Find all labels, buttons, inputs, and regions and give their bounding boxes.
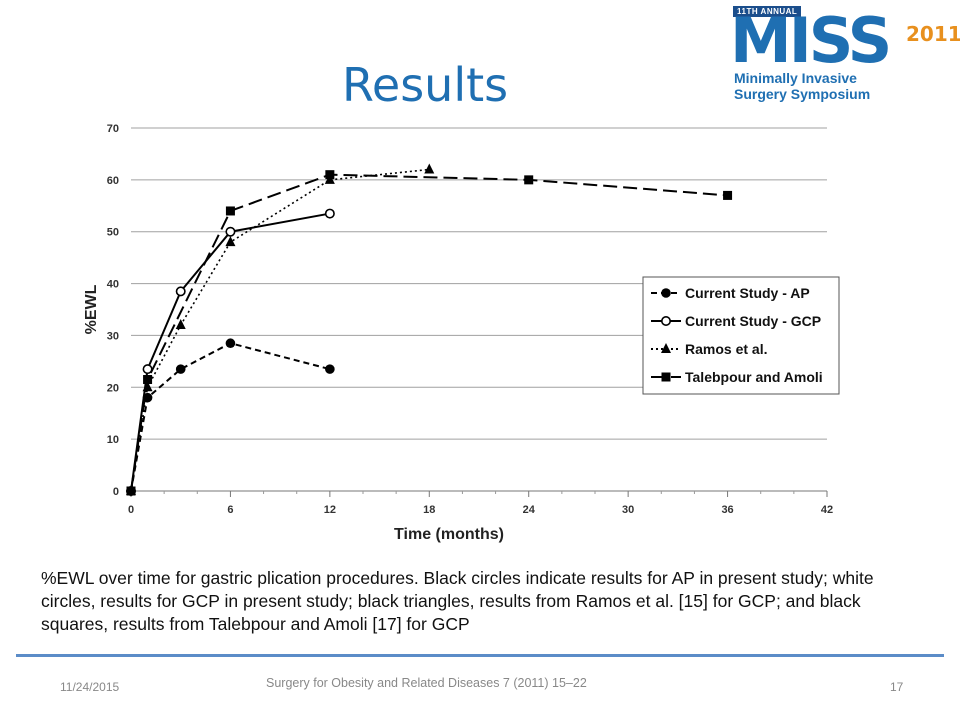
y-tick-label: 10: [107, 434, 119, 446]
footer-date: 11/24/2015: [60, 680, 120, 694]
page-number: 17: [890, 680, 904, 694]
y-tick-label: 70: [107, 123, 119, 135]
logo-year: 2011: [906, 22, 960, 46]
x-tick-label: 6: [227, 504, 233, 516]
data-point-series-3: [325, 170, 335, 180]
legend-label-3: Talebpour and Amoli: [685, 369, 823, 385]
legend-label-2: Ramos et al.: [685, 341, 767, 357]
x-tick-label: 0: [128, 504, 134, 516]
x-tick-label: 12: [324, 504, 336, 516]
legend-box: [642, 276, 840, 395]
y-axis-label: %EWL: [83, 284, 100, 334]
ewl-line-chart: 0 10 20 30 40 50 60 70 0 6 12 18 24 30 36 42 Time (month…: [83, 123, 840, 543]
legend-marker-3: [661, 372, 671, 382]
legend-marker-0: [661, 288, 671, 298]
data-point-series-2: [424, 163, 435, 174]
y-tick-label: 0: [113, 486, 119, 498]
data-point-series-3: [723, 190, 733, 200]
data-point-series-3: [126, 486, 136, 496]
x-tick-label: 42: [821, 504, 833, 516]
logo-line1: Minimally Invasive: [734, 70, 857, 86]
legend-marker-2: [661, 343, 671, 353]
data-point-series-2: [175, 319, 186, 330]
miss-logo: 11TH ANNUAL MISS 2011 Minimally Invasive…: [728, 4, 960, 106]
logo-tag: 11TH ANNUAL: [733, 6, 802, 17]
figure-caption: %EWL over time for gastric plication pro…: [41, 568, 874, 634]
x-tick-label: 30: [622, 504, 634, 516]
y-tick-label: 20: [107, 382, 119, 394]
y-tick-label: 60: [107, 175, 119, 187]
data-point-series-1: [324, 208, 335, 219]
footer-divider: [16, 654, 944, 657]
y-tick-label: 50: [107, 227, 119, 239]
slide-title: Results: [342, 58, 509, 112]
series-line-0: [130, 342, 331, 492]
series-line-3: [130, 173, 728, 492]
data-point-series-3: [143, 375, 153, 385]
data-point-series-2: [225, 236, 236, 247]
y-tick-label: 30: [107, 330, 119, 342]
y-tick-label: 40: [107, 279, 119, 291]
data-point-series-0: [175, 364, 186, 374]
legend-marker-1: [660, 315, 671, 326]
data-point-series-1: [225, 226, 236, 237]
data-point-series-0: [225, 338, 236, 349]
series-line-2: [130, 168, 430, 492]
data-point-series-0: [325, 364, 335, 374]
logo-name: MISS: [730, 4, 892, 77]
x-tick-label: 24: [523, 504, 536, 516]
x-tick-label: 36: [721, 504, 733, 516]
x-axis-label: Time (months): [394, 526, 504, 543]
data-point-series-1: [175, 286, 186, 297]
data-point-series-3: [524, 175, 534, 185]
footer-source: Surgery for Obesity and Related Diseases…: [266, 676, 587, 690]
legend-label-0: Current Study - AP: [685, 285, 810, 301]
x-tick-label: 18: [423, 504, 435, 516]
legend-label-1: Current Study - GCP: [685, 313, 821, 329]
logo-line2: Surgery Symposium: [734, 86, 871, 102]
data-point-series-3: [225, 206, 235, 216]
